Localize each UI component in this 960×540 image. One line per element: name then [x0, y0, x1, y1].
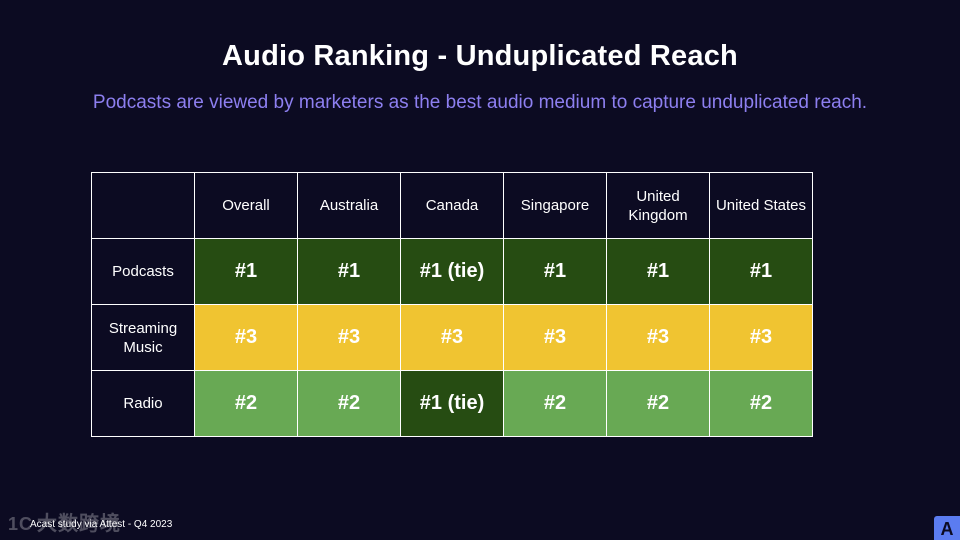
rank-cell: #2 — [194, 370, 298, 437]
table-row-podcasts: Podcasts #1 #1 #1 (tie) #1 #1 #1 — [91, 238, 813, 305]
table-corner-cell — [91, 172, 195, 239]
watermark-logo-icon: 1C — [8, 514, 34, 534]
table-row-radio: Radio #2 #2 #1 (tie) #2 #2 #2 — [91, 370, 813, 437]
source-footnote: Acast study via Attest - Q4 2023 — [30, 519, 173, 530]
column-header-united-kingdom: United Kingdom — [606, 172, 710, 239]
rank-cell: #3 — [709, 304, 813, 371]
watermark-text: 大数跨境 — [37, 513, 122, 535]
table-header-row: Overall Australia Canada Singapore Unite… — [91, 172, 813, 239]
rank-cell: #2 — [709, 370, 813, 437]
rank-cell: #1 — [503, 238, 607, 305]
slide-subtitle: Podcasts are viewed by marketers as the … — [92, 92, 868, 113]
column-header-overall: Overall — [194, 172, 298, 239]
rank-cell: #1 — [709, 238, 813, 305]
rank-cell: #1 — [194, 238, 298, 305]
rank-cell: #3 — [400, 304, 504, 371]
rank-cell: #1 (tie) — [400, 370, 504, 437]
rank-cell: #2 — [297, 370, 401, 437]
column-header-australia: Australia — [297, 172, 401, 239]
watermark: 1C 大数跨境 — [8, 507, 121, 536]
rank-cell: #1 — [297, 238, 401, 305]
column-header-united-states: United States — [709, 172, 813, 239]
rank-cell: #3 — [194, 304, 298, 371]
column-header-canada: Canada — [400, 172, 504, 239]
slide-title: Audio Ranking - Unduplicated Reach — [222, 40, 738, 72]
rank-cell: #3 — [606, 304, 710, 371]
rank-cell: #3 — [297, 304, 401, 371]
row-header-radio: Radio — [91, 370, 195, 437]
column-header-singapore: Singapore — [503, 172, 607, 239]
rank-cell: #1 — [606, 238, 710, 305]
rank-cell: #2 — [503, 370, 607, 437]
rank-cell: #3 — [503, 304, 607, 371]
acast-logo-icon: A — [934, 516, 960, 540]
row-header-podcasts: Podcasts — [91, 238, 195, 305]
ranking-table: Overall Australia Canada Singapore Unite… — [91, 172, 813, 437]
table-row-streaming-music: Streaming Music #3 #3 #3 #3 #3 #3 — [91, 304, 813, 371]
rank-cell: #1 (tie) — [400, 238, 504, 305]
row-header-streaming-music: Streaming Music — [91, 304, 195, 371]
rank-cell: #2 — [606, 370, 710, 437]
